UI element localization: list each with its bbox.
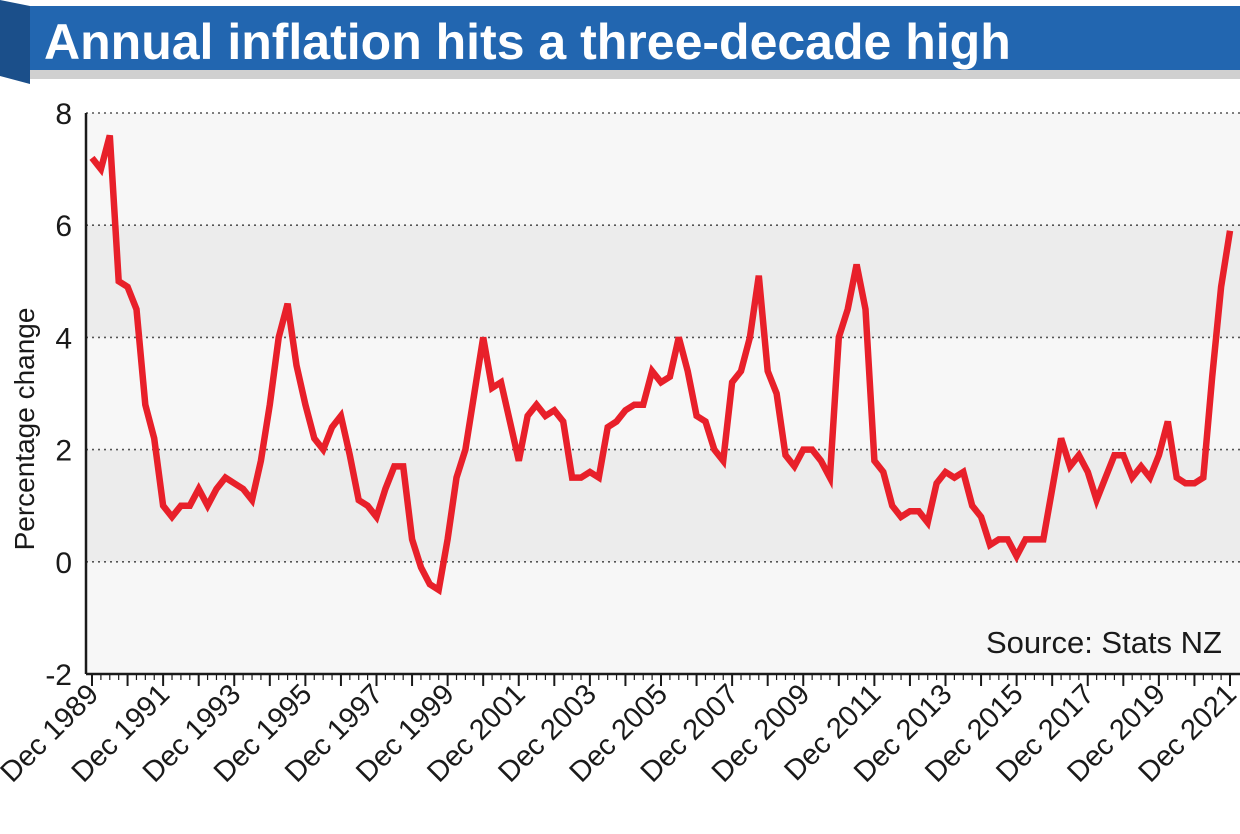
source-note: Source: Stats NZ [986,625,1222,660]
series-line-annual-inflation [89,134,1234,596]
plot-band [86,337,1240,450]
y-tick-label: -2 [45,659,72,692]
plot-bands [86,113,1240,674]
title-banner-bar [30,6,1240,70]
y-ticks: 8 6 4 2 0 -2 [45,98,72,692]
title-banner: Annual inflation hits a three-decade hig… [0,0,1240,84]
plot-band [86,113,1240,226]
chart-title: Annual inflation hits a three-decade hig… [44,14,1011,70]
title-banner-shadow [30,70,1240,79]
y-tick-label: 4 [55,322,72,355]
title-banner-tab [0,0,30,84]
plot-band [86,561,1240,674]
y-axis-label: Percentage change [9,308,40,551]
y-tick-label: 8 [55,98,72,131]
plot-band [86,225,1240,338]
y-tick-label: 2 [55,435,72,468]
y-tick-label: 6 [55,210,72,243]
y-tick-label: 0 [55,547,72,580]
